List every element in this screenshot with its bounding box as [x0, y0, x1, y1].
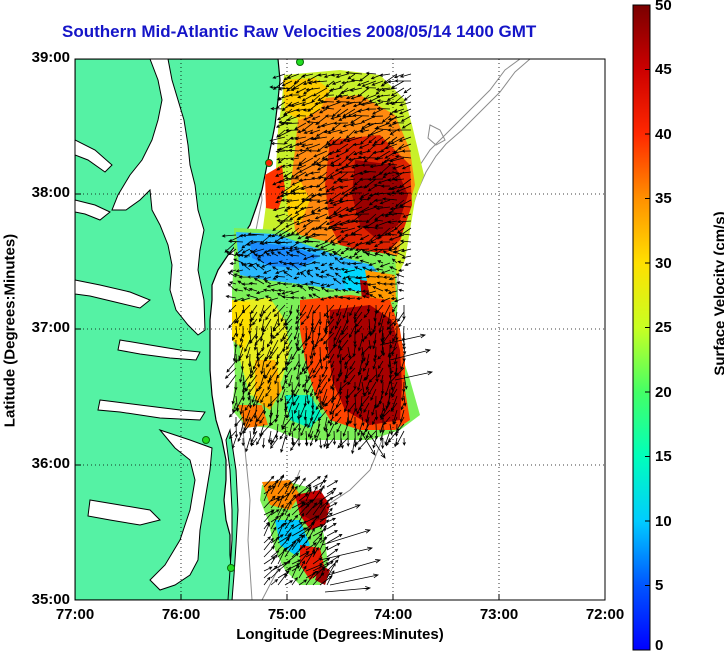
ytick-label: 38:00	[31, 184, 70, 201]
axis-ticks	[74, 58, 606, 601]
grid-lines	[75, 59, 605, 600]
station-marker	[296, 59, 304, 66]
colorbar-tick-label: 0	[655, 637, 664, 654]
ytick-label: 39:00	[31, 49, 70, 66]
colorbar-tick-label: 40	[655, 126, 672, 143]
xtick-label: 76:00	[161, 606, 201, 623]
colorbar-ticks	[645, 4, 650, 651]
xtick-label: 72:00	[585, 606, 625, 623]
colorbar-tick-label: 15	[655, 448, 672, 465]
y-axis-label: Latitude (Degrees:Minutes)	[1, 233, 19, 428]
station-marker	[265, 159, 273, 167]
x-axis-label: Longitude (Degrees:Minutes)	[236, 626, 444, 643]
ytick-label: 37:00	[31, 319, 70, 336]
vector-arrows	[221, 71, 434, 593]
station-marker	[202, 436, 210, 444]
velocity-vectors	[221, 71, 434, 593]
colorbar-tick-label: 35	[655, 190, 672, 207]
colorbar-label: Surface Velocity (cm/s)	[711, 211, 724, 376]
xtick-label: 73:00	[479, 606, 519, 623]
colorbar-tick-label: 5	[655, 577, 664, 594]
colorbar-tick-label: 25	[655, 319, 672, 336]
colorbar-tick-label: 20	[655, 384, 672, 401]
ytick-label: 35:00	[31, 591, 70, 608]
colorbar-tick-label: 45	[655, 61, 672, 78]
ytick-label: 36:00	[31, 455, 70, 472]
colorbar-tick-label: 30	[655, 255, 672, 272]
plot-title: Southern Mid-Atlantic Raw Velocities 200…	[62, 22, 537, 41]
colorbar-tick-label: 10	[655, 513, 672, 530]
xtick-label: 77:00	[55, 606, 95, 623]
station-marker	[227, 564, 235, 572]
xtick-label: 74:00	[373, 606, 413, 623]
radar-stations	[202, 59, 304, 572]
xtick-label: 75:00	[267, 606, 307, 623]
barrier-islands	[225, 428, 239, 600]
chesapeake-bay	[75, 59, 213, 591]
colorbar-tick-label: 50	[655, 0, 672, 14]
